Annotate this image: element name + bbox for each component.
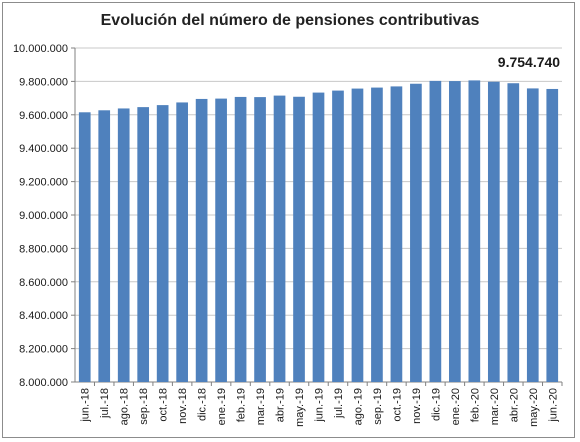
x-tick-label: jul.-19 [333, 388, 345, 419]
x-tick-label: jun.-20 [547, 388, 559, 423]
x-tick-label: sep.-18 [138, 388, 150, 425]
bar [507, 83, 520, 382]
bar [156, 105, 169, 382]
x-tick-label: sep.-19 [372, 388, 384, 425]
y-tick-label: 9.400.000 [19, 143, 68, 155]
y-tick-label: 8.000.000 [19, 377, 68, 389]
y-tick-label: 9.200.000 [19, 177, 68, 189]
chart-title: Evolución del número de pensiones contri… [100, 12, 480, 29]
bar [273, 95, 286, 382]
bar [176, 102, 188, 382]
bar [429, 80, 442, 383]
y-tick-label: 9.000.000 [19, 210, 68, 222]
bar [137, 107, 150, 383]
bar [195, 98, 208, 382]
x-tick-label: may.-19 [294, 388, 306, 427]
bars [78, 80, 559, 383]
x-tick-label: jun.-19 [314, 388, 326, 423]
y-tick-label: 8.400.000 [19, 310, 68, 322]
y-tick-label: 9.600.000 [19, 110, 68, 122]
bar [293, 96, 305, 382]
value-annotation: 9.754.740 [498, 54, 560, 70]
x-tick-label: dic.-18 [197, 388, 209, 421]
x-tick-label: ene.-20 [450, 388, 462, 425]
bar [351, 88, 364, 383]
x-tick-label: nov.-18 [177, 388, 189, 424]
x-tick-label: nov.-19 [411, 388, 423, 424]
y-tick-label: 8.800.000 [19, 243, 68, 255]
x-tick-label: jul.-18 [99, 388, 111, 419]
bar [371, 87, 383, 382]
y-tick-label: 8.200.000 [19, 344, 68, 356]
x-tick-label: mar.-20 [489, 388, 501, 425]
x-tick-label: abr.-19 [275, 388, 287, 422]
bar [546, 88, 559, 382]
x-tick-label: jun.-18 [80, 388, 92, 423]
bar [312, 92, 325, 383]
bar [215, 98, 227, 382]
x-tick-label: ago.-19 [352, 388, 364, 425]
x-tick-label: oct.-19 [391, 388, 403, 422]
y-tick-label: 9.800.000 [19, 76, 68, 88]
x-tick-label: ago.-18 [119, 388, 131, 425]
tick-labels: 8.000.000 8.200.000 8.400.000 8.600.000 8.80… [13, 43, 559, 427]
bar [449, 81, 461, 382]
bar [117, 108, 130, 382]
annotations: 9.754.740 [498, 54, 560, 70]
bar [468, 80, 481, 382]
bar [526, 88, 539, 382]
bar [332, 90, 344, 383]
bar [390, 86, 403, 382]
x-tick-label: ene.-19 [216, 388, 228, 425]
x-tick-label: may.-20 [528, 388, 540, 427]
bar [78, 112, 91, 383]
y-tick-label: 8.600.000 [19, 277, 68, 289]
bar [98, 110, 111, 382]
x-tick-label: abr.-20 [508, 388, 520, 422]
y-tick-label: 10.000.000 [13, 43, 68, 55]
x-tick-label: oct.-18 [158, 388, 170, 422]
bar [254, 97, 266, 383]
bar [487, 81, 500, 382]
x-tick-label: dic.-19 [430, 388, 442, 421]
x-tick-label: feb.-20 [469, 388, 481, 422]
bar [410, 83, 422, 382]
x-tick-label: feb.-19 [236, 388, 248, 422]
x-tick-label: mar.-19 [255, 388, 267, 425]
bar [234, 96, 247, 382]
